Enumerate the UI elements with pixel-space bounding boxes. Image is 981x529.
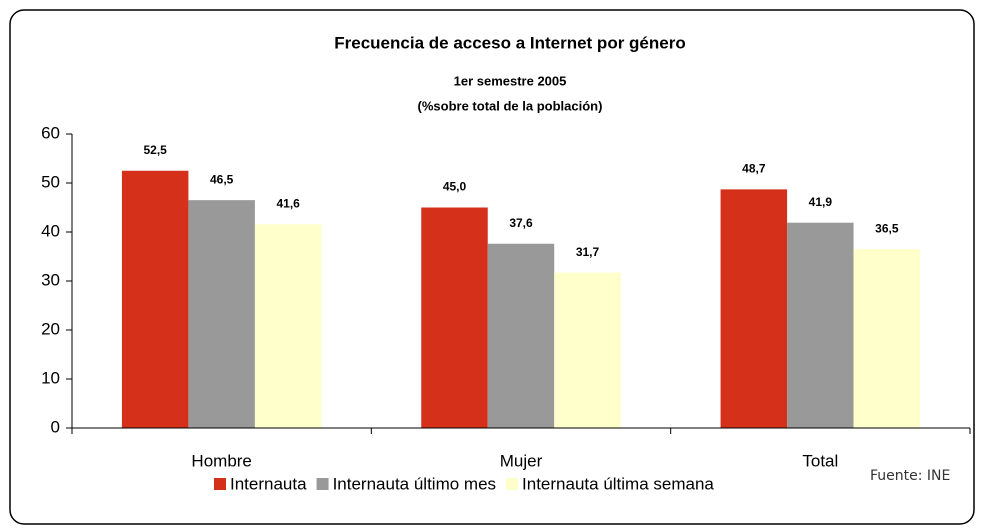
y-tick-label: 30	[41, 270, 60, 289]
legend-label: Internauta	[230, 474, 307, 493]
y-tick-label: 50	[41, 172, 60, 191]
y-tick-label: 20	[41, 319, 60, 338]
bar	[853, 249, 921, 428]
value-label: 48,7	[742, 162, 766, 176]
x-tick-label: Total	[802, 451, 838, 470]
y-tick-label: 0	[51, 417, 60, 436]
value-label: 52,5	[143, 143, 167, 157]
bar	[787, 222, 854, 428]
chart-subtitle: (%sobre total de la población)	[418, 98, 603, 113]
x-tick-label: Mujer	[500, 451, 543, 470]
chart-subtitle: 1er semestre 2005	[454, 73, 567, 88]
y-tick-label: 60	[41, 123, 60, 142]
value-label: 41,9	[809, 195, 833, 209]
source-note: Fuente: INE	[870, 468, 950, 484]
x-tick-label: Hombre	[191, 451, 251, 470]
bar	[254, 224, 322, 428]
legend-label: Internauta último mes	[333, 474, 496, 493]
y-tick-label: 40	[41, 221, 60, 240]
legend-swatch	[214, 478, 226, 490]
legend-swatch	[316, 478, 329, 490]
value-label: 46,5	[210, 172, 234, 186]
bar	[720, 189, 788, 428]
chart-title: Frecuencia de acceso a Internet por géne…	[334, 33, 685, 52]
value-label: 41,6	[276, 196, 300, 210]
legend-swatch	[506, 478, 519, 490]
y-tick-label: 10	[41, 368, 60, 387]
value-label: 45,0	[443, 180, 467, 194]
value-label: 31,7	[576, 245, 600, 259]
value-label: 37,6	[509, 216, 533, 230]
bar	[421, 207, 488, 428]
legend-label: Internauta última semana	[522, 474, 714, 493]
value-label: 36,5	[875, 221, 899, 235]
bar	[121, 170, 189, 428]
bar	[188, 200, 255, 428]
bar	[487, 243, 555, 428]
bar	[554, 272, 621, 428]
